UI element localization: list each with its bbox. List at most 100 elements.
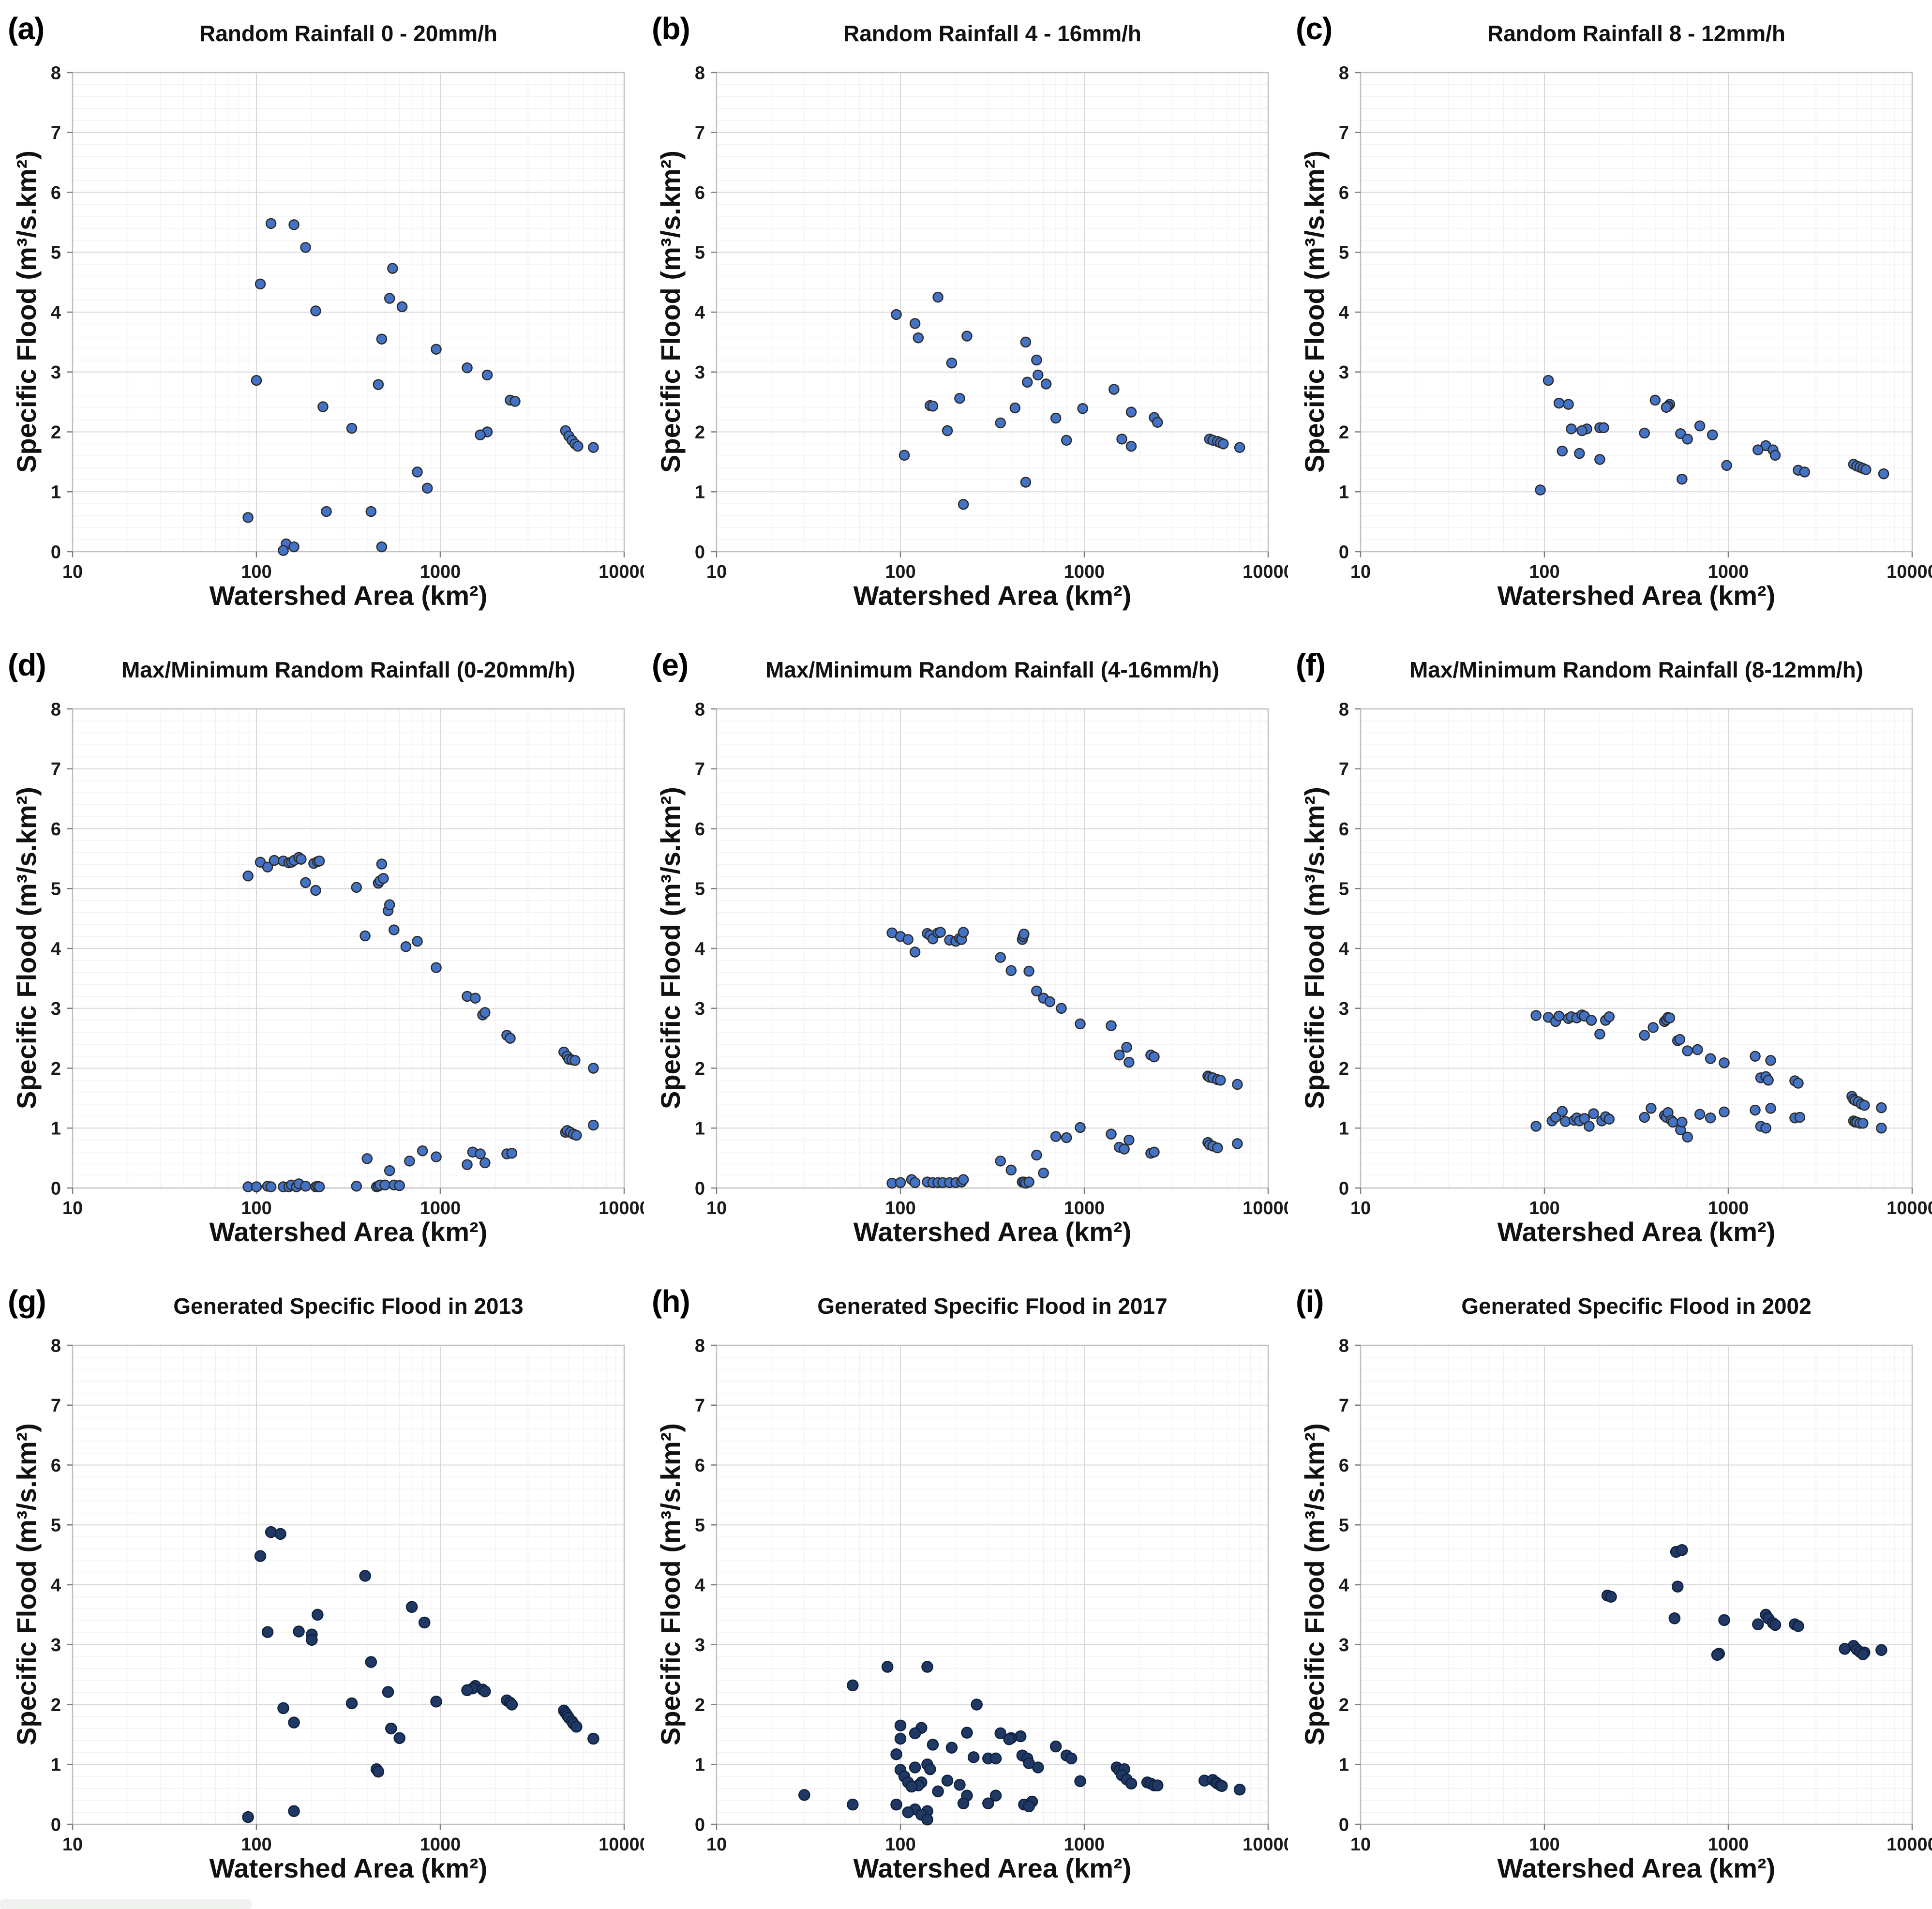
data-point xyxy=(379,1179,390,1191)
data-point xyxy=(1232,1138,1243,1149)
y-tick-label: 3 xyxy=(1339,1635,1349,1655)
data-point xyxy=(1677,474,1688,485)
data-point xyxy=(481,369,493,381)
y-tick-label: 1 xyxy=(51,1755,61,1775)
x-tick-label: 10 xyxy=(1350,562,1371,582)
data-point xyxy=(1574,448,1585,459)
y-tick-label: 7 xyxy=(1339,1396,1349,1416)
x-axis-label: Watershed Area (km²) xyxy=(853,1217,1132,1247)
scatter-plot-d: 0 1 2 3 4 5 6 7 8 10 100 1000 10000 xyxy=(51,699,644,1218)
data-point xyxy=(909,1177,921,1188)
y-tick-label: 3 xyxy=(51,1635,61,1655)
data-point xyxy=(890,1748,902,1760)
panel-g: 0 1 2 3 4 5 6 7 8 10 100 1000 10000 (g) Generated Sp… xyxy=(0,1273,644,1909)
y-tick-label: 1 xyxy=(695,482,705,503)
data-point xyxy=(300,242,311,253)
data-point xyxy=(1876,1102,1887,1113)
y-tick-label: 2 xyxy=(51,1695,61,1715)
y-tick-label: 6 xyxy=(695,819,705,840)
y-tick-label: 6 xyxy=(695,183,705,203)
data-point xyxy=(1216,1780,1228,1792)
scatter-plot-g: 0 1 2 3 4 5 6 7 8 10 100 1000 10000 xyxy=(51,1336,644,1855)
data-point xyxy=(1530,1010,1542,1021)
y-tick-label: 6 xyxy=(51,183,61,203)
data-point xyxy=(1077,403,1088,414)
data-point xyxy=(1668,1612,1681,1624)
data-point xyxy=(314,1181,325,1192)
data-point xyxy=(293,1625,305,1638)
data-point xyxy=(1576,425,1588,436)
data-point xyxy=(1116,434,1127,445)
y-tick-label: 0 xyxy=(1339,1178,1349,1199)
data-point xyxy=(1234,442,1245,453)
data-point xyxy=(1707,429,1718,440)
data-point xyxy=(1875,1644,1887,1656)
data-point xyxy=(847,1679,859,1692)
data-point xyxy=(570,1721,583,1733)
data-point xyxy=(989,1789,1002,1802)
panel-a: 0 1 2 3 4 5 6 7 8 10 100 1000 10000 (a) Random Rainf… xyxy=(0,0,644,636)
y-tick-label: 4 xyxy=(51,1575,61,1595)
y-tick-label: 7 xyxy=(51,123,61,143)
data-point xyxy=(1705,1053,1716,1064)
chart-title: Max/Minimum Random Rainfall (8-12mm/h) xyxy=(1409,657,1863,682)
data-point xyxy=(288,541,300,553)
y-tick-label: 6 xyxy=(695,1456,705,1476)
panel-h: 0 1 2 3 4 5 6 7 8 10 100 1000 10000 (h) Generated Sp… xyxy=(644,1273,1288,1909)
data-point xyxy=(1671,1580,1684,1593)
data-point xyxy=(571,1129,582,1141)
y-tick-label: 8 xyxy=(1339,1336,1349,1356)
panel-letter: (a) xyxy=(8,11,45,46)
data-point xyxy=(1032,1761,1044,1774)
data-point xyxy=(1560,1116,1571,1127)
y-tick-label: 3 xyxy=(51,999,61,1019)
data-point xyxy=(1031,1149,1042,1161)
y-tick-label: 1 xyxy=(51,482,61,503)
data-point xyxy=(572,440,584,452)
x-axis-label: Watershed Area (km²) xyxy=(1497,1853,1776,1883)
data-point xyxy=(1563,399,1574,410)
y-tick-label: 2 xyxy=(695,422,705,443)
chart-title: Generated Specific Flood in 2002 xyxy=(1461,1293,1812,1319)
data-point xyxy=(1646,1103,1657,1114)
data-point xyxy=(1667,1116,1678,1128)
data-point xyxy=(479,1685,491,1698)
y-tick-label: 4 xyxy=(1339,1575,1349,1595)
y-tick-label: 4 xyxy=(1339,302,1349,323)
data-point xyxy=(1649,394,1661,406)
scatter-plot-b: 0 1 2 3 4 5 6 7 8 10 100 1000 10000 xyxy=(695,63,1288,582)
data-point xyxy=(417,1145,428,1157)
data-point xyxy=(961,1727,973,1739)
y-tick-label: 5 xyxy=(51,243,61,263)
data-point xyxy=(1794,1112,1806,1123)
x-tick-label: 100 xyxy=(241,1198,271,1218)
data-point xyxy=(954,392,965,404)
data-point xyxy=(1765,1103,1776,1114)
data-point xyxy=(251,1181,262,1192)
data-point xyxy=(470,992,481,1004)
data-point xyxy=(1594,1028,1605,1040)
x-axis-label: Watershed Area (km²) xyxy=(853,1853,1132,1883)
data-point xyxy=(376,541,388,553)
data-point xyxy=(412,935,423,947)
y-tick-label: 3 xyxy=(695,999,705,1019)
data-point xyxy=(346,422,358,434)
data-point xyxy=(1108,384,1120,395)
data-point xyxy=(1878,468,1889,480)
y-tick-label: 7 xyxy=(695,123,705,143)
scatter-plot-c: 0 1 2 3 4 5 6 7 8 10 100 1000 10000 xyxy=(1339,63,1932,582)
data-point xyxy=(909,947,921,958)
data-point xyxy=(251,375,262,386)
y-tick-label: 8 xyxy=(695,699,705,720)
x-tick-label: 10 xyxy=(706,1834,727,1855)
data-point xyxy=(1215,1075,1226,1086)
data-point xyxy=(1721,460,1732,471)
y-tick-label: 5 xyxy=(51,879,61,900)
y-tick-label: 1 xyxy=(51,1119,61,1139)
data-point xyxy=(958,1174,969,1185)
y-tick-label: 4 xyxy=(1339,939,1349,959)
data-point xyxy=(1799,466,1810,478)
y-tick-label: 5 xyxy=(695,243,705,263)
data-point xyxy=(387,263,398,274)
x-tick-label: 10 xyxy=(706,562,727,582)
